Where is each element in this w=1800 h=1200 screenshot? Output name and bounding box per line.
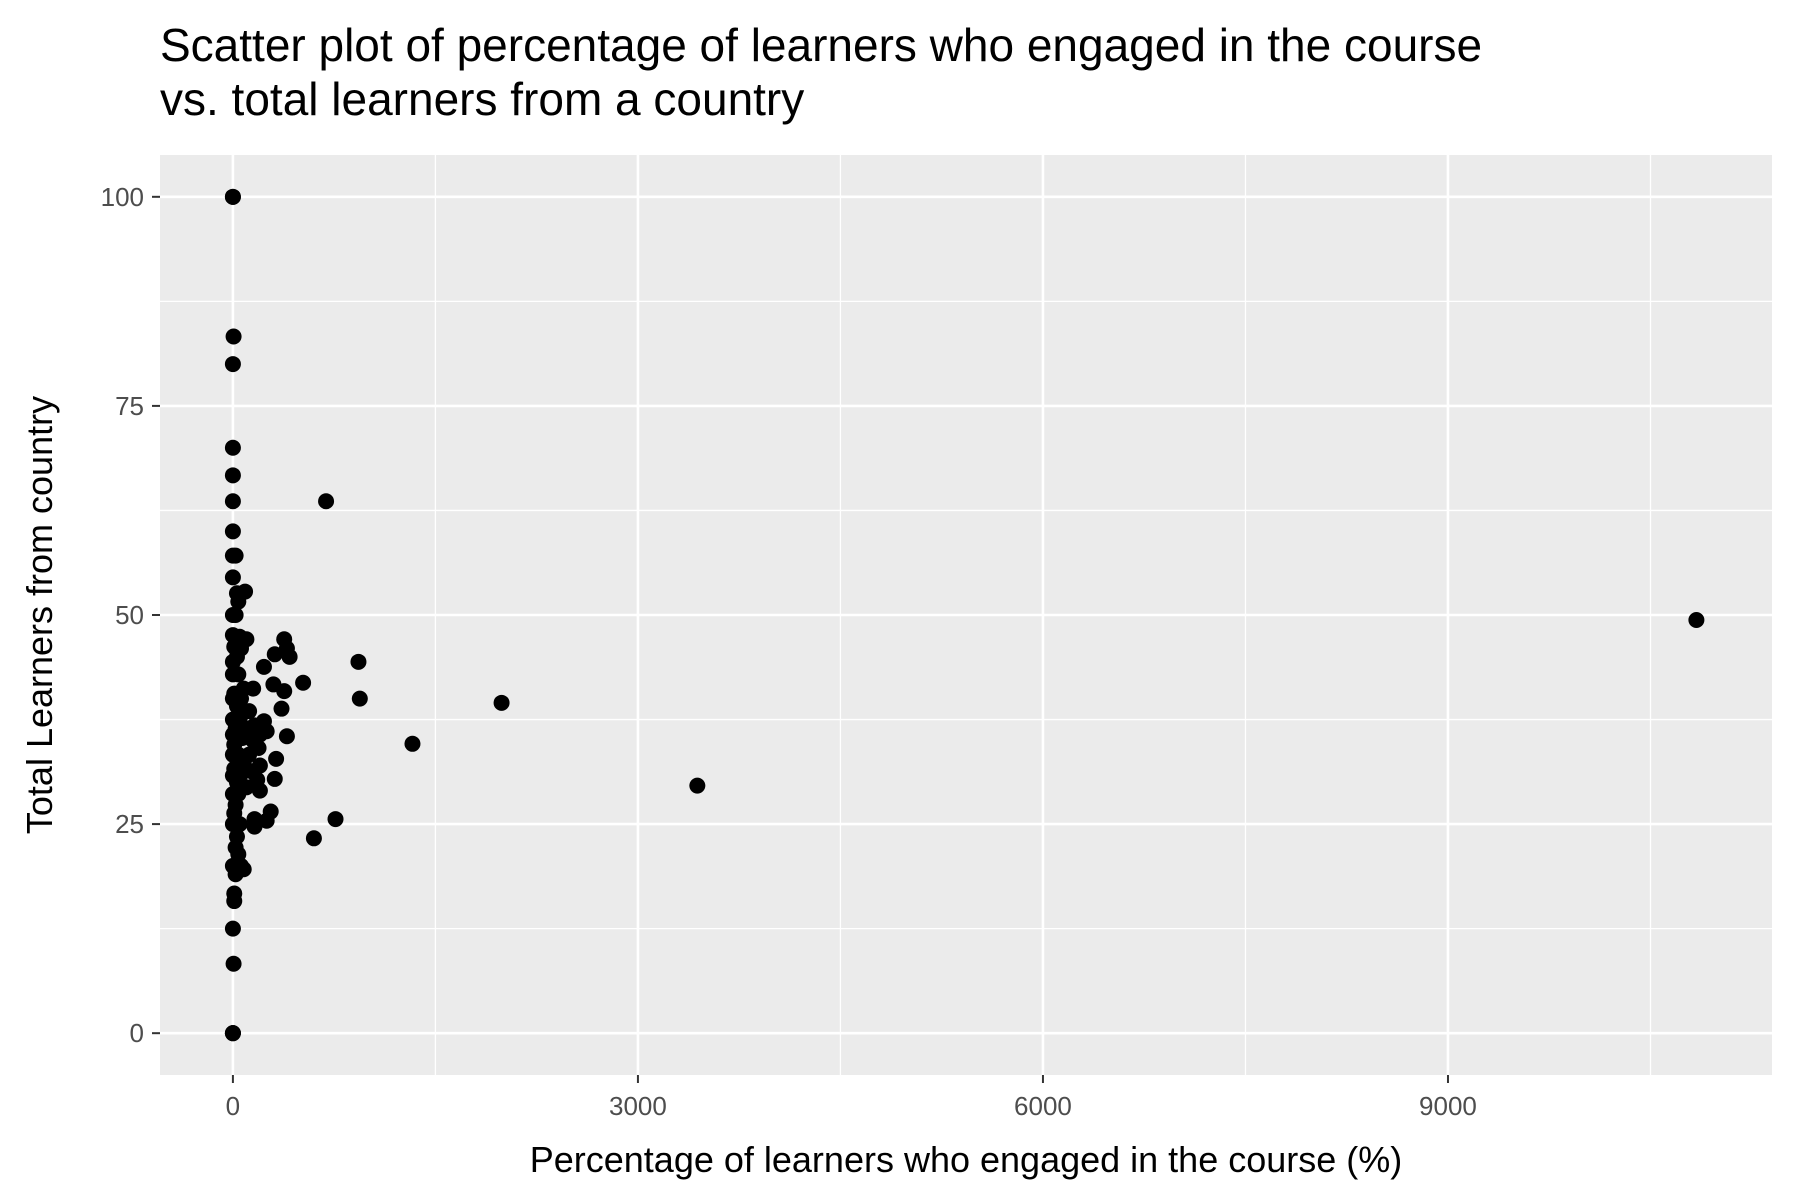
data-point: [251, 782, 268, 799]
data-points: [224, 188, 1705, 1042]
data-point: [350, 653, 367, 670]
data-point: [224, 467, 241, 484]
y-tick-label: 50: [115, 600, 144, 630]
data-point: [351, 690, 368, 707]
data-point: [245, 680, 262, 697]
x-axis-title: Percentage of learners who engaged in th…: [530, 1139, 1403, 1180]
data-point: [266, 646, 283, 663]
data-point: [231, 816, 248, 833]
data-point: [266, 770, 283, 787]
x-tick-label: 3000: [609, 1091, 667, 1121]
data-point: [224, 439, 241, 456]
y-tick-label: 0: [130, 1018, 144, 1048]
data-point: [318, 493, 335, 510]
data-point: [255, 658, 272, 675]
x-axis: 0 3000 6000 9000: [226, 1075, 1477, 1121]
data-point: [276, 683, 293, 700]
data-point: [295, 674, 312, 691]
data-point: [258, 812, 275, 829]
y-tick-label: 100: [101, 182, 144, 212]
x-tick-label: 6000: [1014, 1091, 1072, 1121]
data-point: [225, 955, 242, 972]
data-point: [227, 866, 244, 883]
x-tick-label: 0: [226, 1091, 240, 1121]
y-tick-label: 75: [115, 391, 144, 421]
data-point: [224, 569, 241, 586]
data-point: [224, 523, 241, 540]
data-point: [224, 653, 241, 670]
data-point: [1688, 612, 1705, 629]
minor-gridlines: [160, 155, 1772, 1075]
data-point: [224, 188, 241, 205]
data-point: [327, 811, 344, 828]
y-axis-title: Total Learners from country: [19, 396, 60, 834]
data-point: [268, 750, 285, 767]
data-point: [224, 1025, 241, 1042]
data-point: [689, 777, 706, 794]
data-point: [230, 666, 247, 683]
y-axis: 0 25 50 75 100: [101, 182, 160, 1048]
data-point: [281, 648, 298, 665]
data-point: [224, 920, 241, 937]
data-point: [493, 694, 510, 711]
data-point: [224, 356, 241, 373]
data-point: [246, 818, 263, 835]
major-gridlines: [160, 155, 1772, 1075]
chart-title: Scatter plot of percentage of learners w…: [160, 19, 1483, 125]
y-tick-label: 25: [115, 809, 144, 839]
data-point: [404, 735, 421, 752]
data-point: [227, 547, 244, 564]
x-tick-label: 9000: [1419, 1091, 1477, 1121]
data-point: [224, 493, 241, 510]
data-point: [278, 728, 295, 745]
data-point: [305, 830, 322, 847]
data-point: [225, 328, 242, 345]
data-point: [230, 593, 247, 610]
data-point: [273, 700, 290, 717]
data-point: [227, 607, 244, 623]
data-point: [226, 893, 243, 910]
data-point: [228, 698, 245, 715]
